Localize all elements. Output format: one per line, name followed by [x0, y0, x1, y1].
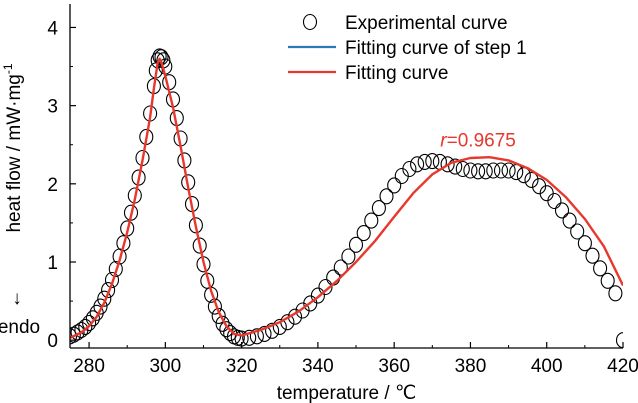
experimental-point	[402, 160, 417, 178]
experimental-point	[417, 153, 432, 170]
experimental-point	[188, 217, 203, 234]
experimental-point	[600, 272, 615, 289]
y-tick-label: 3	[47, 97, 58, 118]
endo-arrow-icon: ↓	[12, 288, 22, 309]
experimental-point	[585, 247, 600, 264]
experimental-point	[410, 156, 425, 173]
experimental-point	[211, 307, 226, 324]
y-title-main: heat flow / mW·mg	[4, 74, 25, 232]
experimental-point	[265, 322, 280, 339]
legend-label: Fitting curve of step 1	[345, 38, 527, 59]
x-tick-label: 420	[607, 356, 638, 377]
experimental-point	[215, 315, 230, 332]
experimental-point	[547, 192, 562, 210]
y-tick-label: 1	[47, 253, 58, 274]
x-tick-label: 340	[302, 356, 334, 377]
experimental-point	[93, 298, 108, 315]
x-tick-label: 320	[226, 356, 258, 377]
experimental-point	[577, 235, 592, 252]
experimental-point	[249, 328, 264, 345]
experimental-point	[101, 282, 116, 299]
legend-marker-icon	[302, 13, 318, 31]
experimental-point	[440, 156, 455, 173]
experimental-point	[89, 304, 104, 321]
experimental-point	[333, 259, 348, 276]
experimental-point	[70, 324, 85, 341]
experimental-point	[272, 318, 287, 335]
y-tick-label: 2	[47, 175, 58, 196]
x-tick-label: 360	[378, 356, 410, 377]
axes: 280 300 320 340 360 380 400 420 0 1 2 3 4	[47, 4, 638, 377]
experimental-point	[371, 200, 386, 217]
experimental-point	[387, 177, 402, 194]
experimental-point	[463, 162, 478, 179]
x-tick-label: 280	[73, 356, 105, 377]
experimental-point	[82, 314, 97, 332]
experimental-point	[104, 271, 120, 289]
correlation-annotation: r=0.9675	[440, 130, 516, 151]
experimental-point	[608, 285, 623, 302]
legend-label: Fitting curve	[345, 63, 448, 84]
annotation-value: =0.9675	[447, 130, 516, 151]
experimental-point	[356, 225, 371, 242]
experimental-point	[310, 287, 325, 304]
experimental-point	[478, 163, 493, 180]
legend-label: Experimental curve	[345, 13, 508, 34]
experimental-point	[493, 162, 509, 179]
experimental-point	[242, 329, 257, 346]
y-axis-title: heat flow / mW·mg-1	[1, 63, 25, 232]
x-tick-label: 380	[455, 356, 487, 377]
x-axis-title: temperature / ℃	[277, 383, 417, 403]
plot-content	[70, 48, 623, 348]
experimental-point	[615, 332, 623, 348]
experimental-point	[570, 223, 585, 240]
fitting-curve-line	[70, 57, 623, 339]
experimental-point	[486, 162, 501, 179]
experimental-point	[318, 278, 333, 296]
experimental-point	[509, 164, 524, 181]
legend: Experimental curve Fitting curve of step …	[288, 13, 527, 84]
endo-label: endo	[0, 317, 40, 338]
y-title-superscript: -1	[1, 63, 15, 74]
experimental-point	[192, 237, 207, 254]
y-tick-label: 0	[47, 331, 58, 352]
experimental-point	[78, 318, 93, 335]
experimental-point	[108, 260, 123, 278]
experimental-point	[348, 236, 364, 253]
experimental-point	[70, 326, 81, 343]
experimental-point	[554, 202, 570, 219]
y-tick-label: 4	[47, 18, 58, 39]
experimental-point	[593, 260, 608, 277]
experimental-point	[257, 325, 272, 342]
experimental-point	[501, 162, 516, 179]
experimental-point	[364, 212, 379, 229]
x-tick-label: 400	[531, 356, 563, 377]
x-tick-label: 300	[149, 356, 181, 377]
experimental-point	[379, 188, 394, 205]
experimental-point	[455, 160, 470, 178]
experimental-point	[562, 212, 577, 229]
experimental-point	[97, 290, 112, 307]
experimental-point	[448, 158, 463, 175]
experimental-point	[425, 153, 440, 170]
experimental-point	[85, 310, 100, 327]
experimental-point	[471, 163, 486, 180]
experimental-point	[341, 248, 356, 265]
experimental-point	[70, 328, 78, 345]
experimental-point	[524, 171, 539, 188]
annotation-symbol: r	[440, 130, 447, 151]
